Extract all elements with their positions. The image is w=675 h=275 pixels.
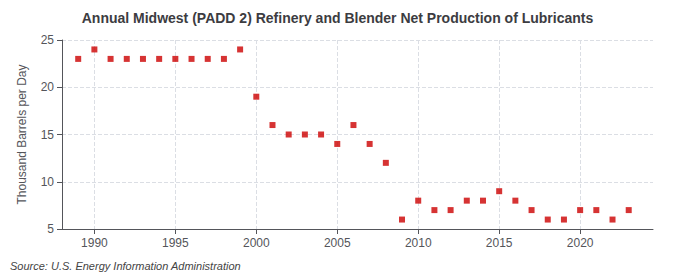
svg-text:2000: 2000 xyxy=(243,236,270,250)
svg-text:2015: 2015 xyxy=(486,236,513,250)
svg-text:10: 10 xyxy=(41,175,55,189)
svg-text:20: 20 xyxy=(41,80,55,94)
svg-text:2010: 2010 xyxy=(405,236,432,250)
svg-text:2020: 2020 xyxy=(567,236,594,250)
svg-text:Thousand Barrels per Day: Thousand Barrels per Day xyxy=(15,64,29,204)
svg-text:2005: 2005 xyxy=(324,236,351,250)
svg-text:1995: 1995 xyxy=(162,236,189,250)
svg-text:Source: U.S. Energy Informatio: Source: U.S. Energy Information Administ… xyxy=(10,260,241,272)
svg-text:Annual Midwest (PADD 2) Refine: Annual Midwest (PADD 2) Refinery and Ble… xyxy=(82,10,594,26)
svg-text:5: 5 xyxy=(47,222,54,236)
svg-text:1990: 1990 xyxy=(81,236,108,250)
svg-text:25: 25 xyxy=(41,33,55,47)
svg-text:15: 15 xyxy=(41,128,55,142)
